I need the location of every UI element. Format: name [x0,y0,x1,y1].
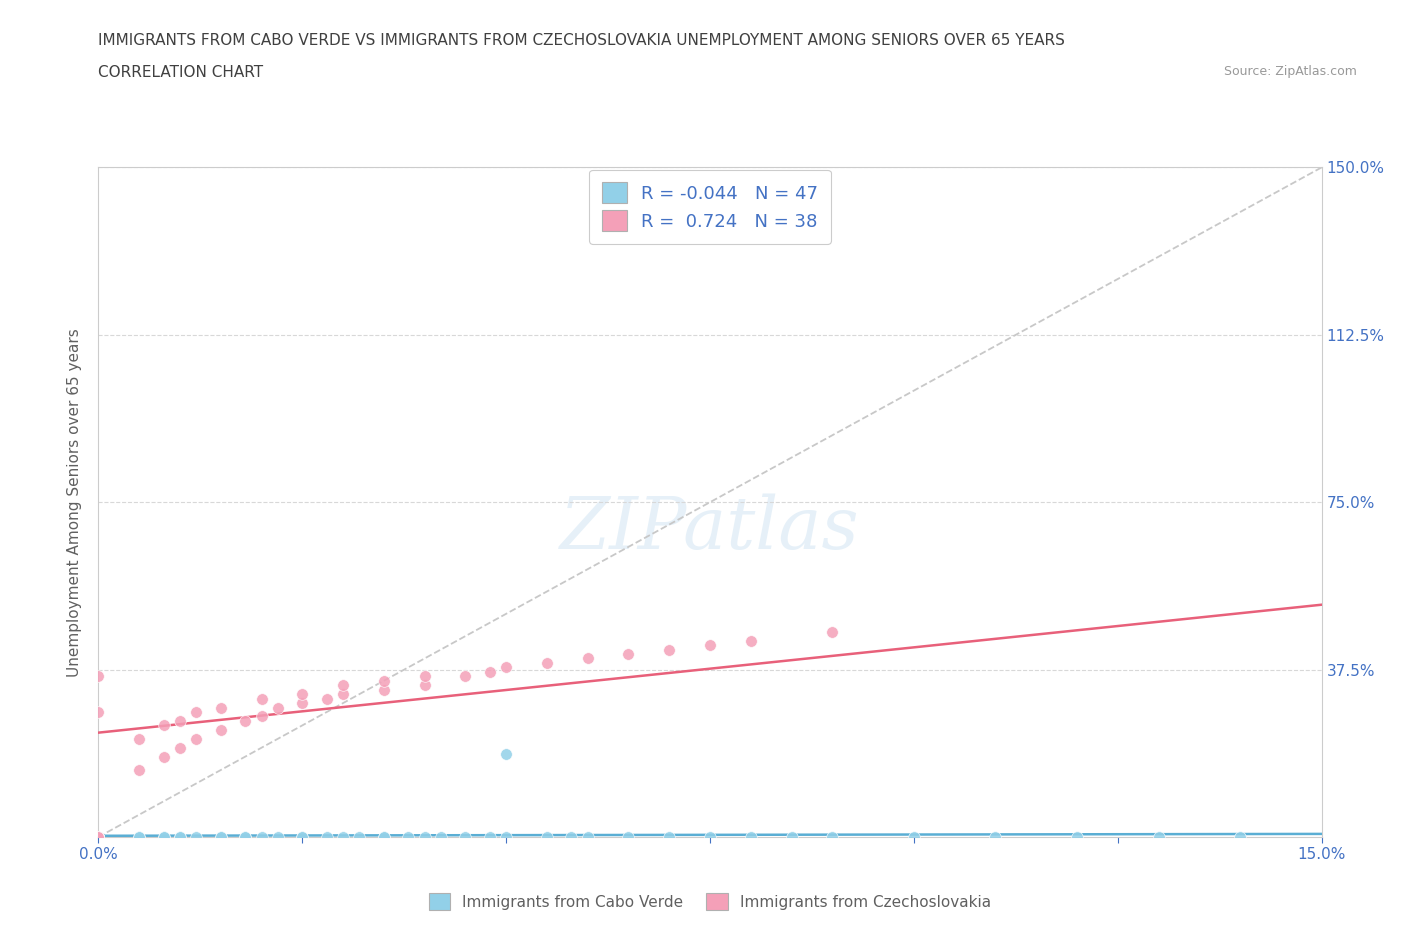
Point [152,750,174,764]
Point [152,830,174,844]
Point [373,830,395,844]
Point [169,740,191,755]
Y-axis label: Unemployment Among Seniors over 65 years: Unemployment Among Seniors over 65 years [66,328,82,677]
Point [152,830,174,844]
Point [576,830,599,844]
Point [233,830,256,844]
Point [291,686,314,701]
Point [87,830,110,844]
Point [396,830,419,844]
Point [1147,830,1170,844]
Point [349,830,371,844]
Point [186,705,208,720]
Point [495,747,517,762]
Point [373,830,395,844]
Point [87,830,110,844]
Point [454,669,477,684]
Point [332,678,354,693]
Point [209,723,232,737]
Point [87,830,110,844]
Point [1229,830,1251,844]
Point [821,830,844,844]
Point [413,830,436,844]
Point [454,830,477,844]
Point [128,731,150,746]
Point [315,691,337,706]
Point [87,669,110,684]
Point [233,830,256,844]
Legend: Immigrants from Cabo Verde, Immigrants from Czechoslovakia: Immigrants from Cabo Verde, Immigrants f… [423,886,997,916]
Point [430,830,453,844]
Point [821,624,844,639]
Point [250,691,273,706]
Text: CORRELATION CHART: CORRELATION CHART [98,65,263,80]
Point [903,830,925,844]
Point [291,830,314,844]
Point [373,683,395,698]
Point [617,830,640,844]
Point [87,830,110,844]
Point [87,830,110,844]
Point [267,830,290,844]
Point [1066,830,1088,844]
Point [658,830,681,844]
Point [128,830,150,844]
Point [780,830,803,844]
Point [233,713,256,728]
Point [332,686,354,701]
Point [478,830,501,844]
Point [315,830,337,844]
Point [699,638,721,653]
Point [87,705,110,720]
Point [87,830,110,844]
Point [617,646,640,661]
Point [169,713,191,728]
Point [413,678,436,693]
Point [209,830,232,844]
Text: Source: ZipAtlas.com: Source: ZipAtlas.com [1223,65,1357,78]
Point [536,656,558,671]
Point [740,633,762,648]
Point [87,830,110,844]
Text: IMMIGRANTS FROM CABO VERDE VS IMMIGRANTS FROM CZECHOSLOVAKIA UNEMPLOYMENT AMONG : IMMIGRANTS FROM CABO VERDE VS IMMIGRANTS… [98,33,1066,47]
Point [332,830,354,844]
Point [250,709,273,724]
Point [291,696,314,711]
Point [128,830,150,844]
Point [373,673,395,688]
Point [186,830,208,844]
Point [152,718,174,733]
Point [495,830,517,844]
Point [576,651,599,666]
Text: ZIPatlas: ZIPatlas [560,494,860,565]
Point [699,830,721,844]
Point [291,830,314,844]
Point [209,700,232,715]
Point [87,830,110,844]
Point [186,731,208,746]
Point [740,830,762,844]
Point [87,830,110,844]
Point [169,830,191,844]
Point [560,830,582,844]
Point [128,763,150,777]
Point [413,669,436,684]
Point [87,830,110,844]
Point [209,830,232,844]
Point [984,830,1007,844]
Point [536,830,558,844]
Point [169,830,191,844]
Point [250,830,273,844]
Point [478,664,501,679]
Point [658,642,681,657]
Point [267,700,290,715]
Point [495,660,517,675]
